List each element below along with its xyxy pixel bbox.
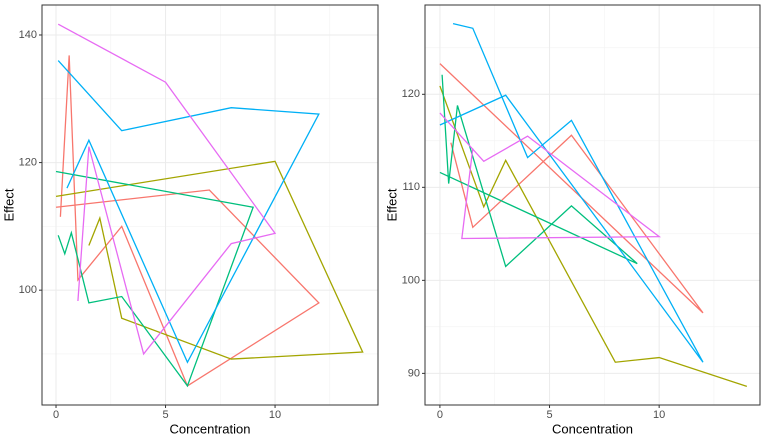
y-tick-label: 90 bbox=[408, 367, 420, 379]
y-tick-label: 100 bbox=[19, 284, 37, 296]
series-line bbox=[439, 112, 662, 240]
series-line bbox=[55, 170, 255, 388]
x-tick-label: 0 bbox=[53, 409, 59, 421]
panel-border bbox=[41, 4, 379, 406]
series-line bbox=[57, 23, 277, 356]
x-tick-label: 0 bbox=[437, 409, 443, 421]
y-tick-label: 140 bbox=[19, 29, 37, 41]
panel-border bbox=[424, 4, 761, 406]
y-tick-label: 120 bbox=[402, 88, 420, 100]
y-axis-title: Effect bbox=[384, 188, 399, 221]
x-tick-label: 10 bbox=[653, 409, 665, 421]
series-line bbox=[55, 160, 364, 360]
series-line bbox=[439, 22, 704, 363]
x-tick-label: 5 bbox=[546, 409, 552, 421]
y-axis-title: Effect bbox=[1, 188, 16, 221]
y-tick-label: 120 bbox=[19, 156, 37, 168]
series-line bbox=[439, 74, 638, 268]
x-axis-title: Concentration bbox=[552, 421, 633, 436]
x-axis-title: Concentration bbox=[170, 421, 251, 436]
y-tick-label: 110 bbox=[402, 181, 420, 193]
x-tick-label: 5 bbox=[162, 409, 168, 421]
x-tick-label: 10 bbox=[269, 409, 281, 421]
series-line bbox=[439, 85, 748, 388]
series-line bbox=[55, 55, 320, 387]
y-tick-label: 100 bbox=[402, 274, 420, 286]
series-line bbox=[57, 60, 320, 364]
series-line bbox=[439, 63, 704, 314]
